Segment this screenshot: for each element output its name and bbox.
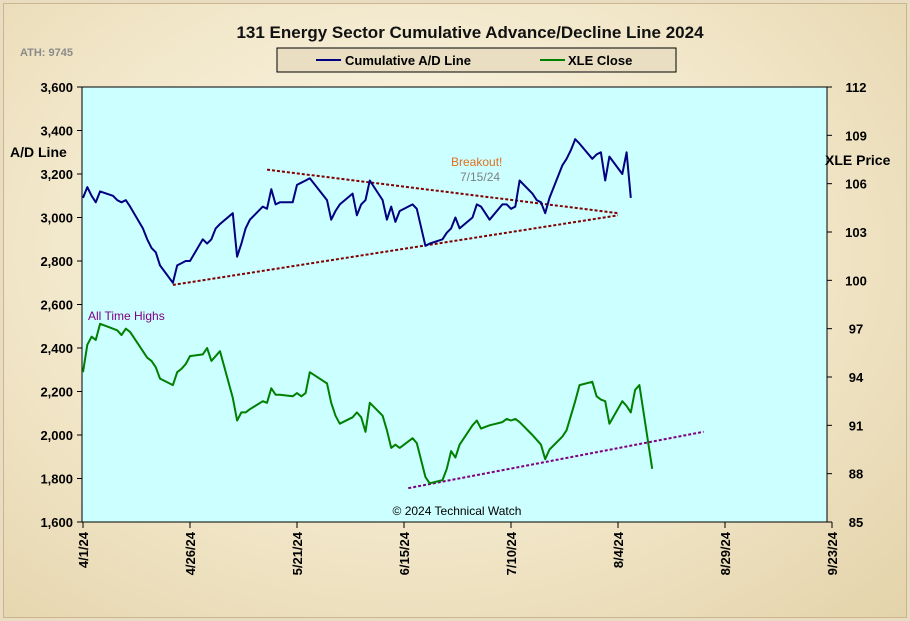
trendline	[408, 430, 704, 490]
left-tick-label: 1,600	[40, 515, 73, 530]
right-tick-label: 85	[849, 515, 863, 530]
right-tick-label: 94	[849, 370, 864, 385]
left-axis: 1,600 1,800 2,000 2,200 2,400 2,600 2,800 3,000…	[40, 80, 82, 530]
right-tick-label: 100	[845, 273, 867, 288]
right-tick-label: 97	[849, 322, 863, 337]
right-axis: 85 88 91 94 97 100 103 106 109 112	[827, 80, 867, 530]
series-line-xle	[82, 322, 654, 485]
x-tick-label: 6/15/24	[397, 531, 412, 575]
left-tick-label: 2,400	[40, 341, 73, 356]
chart-title: 131 Energy Sector Cumulative Advance/Dec…	[236, 23, 704, 42]
right-tick-label: 112	[846, 80, 867, 95]
x-tick-label: 8/29/24	[718, 531, 733, 575]
ath-label: ATH: 9745	[20, 47, 73, 59]
left-tick-label: 1,800	[40, 472, 73, 487]
series	[82, 138, 654, 485]
annotation-all-time-highs: All Time Highs	[88, 309, 165, 323]
right-tick-label: 88	[849, 467, 863, 482]
x-tick-label: 5/21/24	[290, 531, 305, 575]
right-tick-label: 103	[845, 225, 867, 240]
legend-label-ad: Cumulative A/D Line	[345, 53, 471, 68]
trendlines	[172, 168, 704, 490]
legend-label-xle: XLE Close	[568, 53, 632, 68]
left-tick-label: 3,600	[40, 80, 73, 95]
plot-area	[81, 86, 828, 523]
right-tick-label: 91	[849, 418, 863, 433]
legend: Cumulative A/D Line XLE Close	[276, 47, 677, 73]
trendline	[172, 214, 619, 286]
annotation-breakout-date: 7/15/24	[460, 170, 500, 184]
x-tick-label: 7/10/24	[504, 531, 519, 575]
x-tick-label: 9/23/24	[825, 531, 840, 575]
left-tick-label: 3,200	[40, 167, 73, 182]
left-tick-label: 2,600	[40, 298, 73, 313]
right-tick-label: 106	[845, 177, 867, 192]
x-axis: 4/1/24 4/26/24 5/21/24 6/15/24 7/10/24 8/4/24…	[76, 522, 840, 575]
trendline	[266, 168, 619, 215]
right-axis-label: XLE Price	[825, 152, 891, 168]
series-line-ad	[82, 138, 632, 284]
x-tick-label: 4/26/24	[183, 531, 198, 575]
annotation-breakout: Breakout!	[451, 155, 502, 169]
left-axis-label: A/D Line	[10, 144, 67, 160]
left-tick-label: 2,000	[40, 428, 73, 443]
left-tick-label: 2,800	[40, 254, 73, 269]
left-tick-label: 3,400	[40, 124, 73, 139]
x-tick-label: 4/1/24	[76, 531, 91, 568]
legend-box	[276, 47, 677, 73]
copyright: © 2024 Technical Watch	[393, 504, 522, 518]
left-tick-label: 2,200	[40, 385, 73, 400]
left-tick-label: 3,000	[40, 211, 73, 226]
x-tick-label: 8/4/24	[611, 531, 626, 568]
right-tick-label: 109	[845, 128, 867, 143]
